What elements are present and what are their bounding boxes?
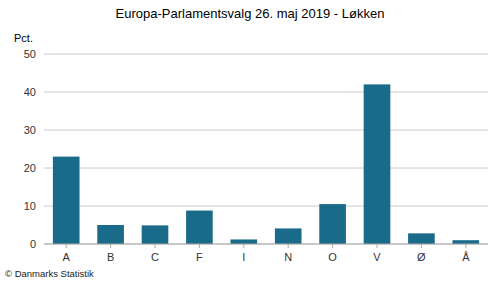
bar: [452, 240, 479, 244]
x-tick-label: I: [242, 251, 245, 263]
bar: [97, 225, 124, 244]
grid-line: [44, 168, 488, 169]
title: Europa-Parlamentsvalg 26. maj 2019 - Løk…: [116, 6, 385, 21]
chart: Europa-Parlamentsvalg 26. maj 2019 - Løk…: [0, 0, 500, 282]
y-tick-label: 0: [30, 238, 36, 250]
bar: [319, 204, 346, 244]
y-tick-label: 30: [24, 124, 36, 136]
bar: [53, 157, 80, 244]
x-tick-label: Ø: [417, 251, 426, 263]
y-tick-label: 20: [24, 162, 36, 174]
bar: [408, 233, 435, 244]
x-tick: [377, 244, 378, 248]
x-tick-label: V: [373, 251, 381, 263]
x-axis: ABCFINOVØÅ: [44, 244, 488, 263]
x-tick: [332, 244, 333, 248]
x-tick: [243, 244, 244, 248]
x-tick: [155, 244, 156, 248]
bar: [186, 211, 213, 244]
bar: [364, 84, 391, 244]
x-tick: [66, 244, 67, 248]
y-tick-label: 50: [24, 48, 36, 60]
x-tick-label: A: [63, 251, 71, 263]
y-axis-label: Pct.: [14, 32, 33, 44]
x-tick-label: Å: [462, 251, 470, 263]
x-tick-label: N: [284, 251, 292, 263]
x-tick-label: C: [151, 251, 159, 263]
x-tick-label: O: [328, 251, 337, 263]
bar: [142, 225, 169, 244]
y-axis: 0 10 20 30 40 50: [24, 48, 488, 250]
bar: [230, 239, 257, 244]
chart-container: Europa-Parlamentsvalg 26. maj 2019 - Løk…: [0, 0, 500, 282]
bar: [275, 228, 302, 244]
x-tick: [421, 244, 422, 248]
x-tick: [288, 244, 289, 248]
y-tick-label: 10: [24, 200, 36, 212]
x-tick: [465, 244, 466, 248]
grid-line: [44, 130, 488, 131]
grid-line: [44, 92, 488, 93]
x-tick: [110, 244, 111, 248]
x-tick-label: B: [107, 251, 114, 263]
bars: [53, 84, 479, 244]
footer: © Danmarks Statistik: [5, 268, 94, 279]
x-tick-label: F: [196, 251, 203, 263]
grid-line: [44, 54, 488, 55]
y-tick-label: 40: [24, 86, 36, 98]
x-tick: [199, 244, 200, 248]
grid-line: [44, 206, 488, 207]
